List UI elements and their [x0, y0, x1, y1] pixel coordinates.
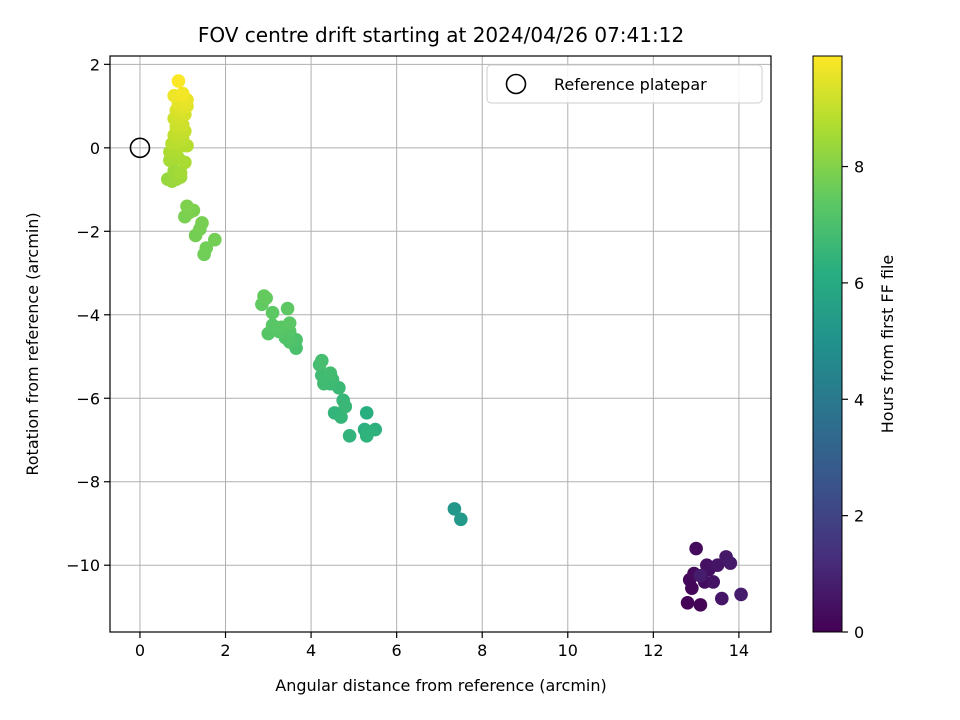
data-point	[454, 512, 468, 527]
data-point	[173, 166, 188, 180]
colorbar-gradient	[812, 55, 843, 633]
y-tick-label: −2	[76, 222, 100, 241]
chart-title: FOV centre drift starting at 2024/04/26 …	[198, 23, 684, 47]
axes-frame	[109, 55, 772, 633]
x-tick-label: 6	[392, 641, 402, 660]
colorbar-ticks: 0 2 4 6 8	[842, 158, 864, 642]
data-point	[706, 575, 721, 589]
data-point	[280, 301, 295, 316]
data-point	[710, 558, 725, 573]
x-tick-label: 14	[729, 641, 749, 660]
data-point	[171, 74, 186, 88]
colorbar-tick-label: 2	[854, 507, 864, 526]
legend-box	[486, 64, 763, 104]
data-point	[257, 289, 271, 303]
data-point	[680, 595, 695, 610]
data-point	[342, 429, 357, 443]
y-axis-label: Rotation from reference (arcmin)	[23, 212, 42, 475]
data-point	[689, 541, 703, 556]
x-axis-label: Angular distance from reference (arcmin)	[275, 676, 606, 695]
y-tick-label: −4	[76, 306, 100, 325]
x-tick-label: 4	[306, 641, 316, 660]
x-tick-label: 12	[643, 641, 663, 660]
data-points	[160, 74, 748, 612]
y-tick-label: −8	[76, 473, 100, 492]
y-tick-label: 2	[90, 55, 100, 74]
x-tick-label: 2	[220, 641, 230, 660]
data-point	[359, 406, 374, 420]
colorbar-tick-label: 6	[854, 274, 864, 293]
data-point	[693, 598, 708, 612]
legend-marker-icon	[505, 73, 527, 95]
data-point	[175, 86, 190, 101]
data-point	[314, 353, 329, 368]
data-point	[178, 155, 192, 170]
x-tick-label: 0	[135, 641, 145, 660]
colorbar: 0 2 4 6 8 Hours from first FF file	[812, 55, 897, 642]
x-axis-ticks: 0 2 4 6 8 10 12 14	[135, 632, 749, 660]
x-tick-label: 10	[558, 641, 578, 660]
legend-label: Reference platepar	[554, 75, 707, 94]
data-point	[180, 199, 194, 214]
y-tick-label: −10	[66, 556, 100, 575]
data-point	[693, 568, 708, 583]
data-point	[700, 558, 714, 573]
y-tick-label: −6	[76, 389, 100, 408]
y-axis-ticks: 2 0 −2 −4 −6 −8 −10	[66, 55, 110, 575]
colorbar-tick-label: 0	[854, 623, 864, 642]
reference-platepar-marker	[129, 137, 151, 159]
data-point	[714, 591, 729, 606]
data-point	[334, 410, 348, 424]
data-point	[359, 429, 374, 443]
data-point	[195, 216, 209, 230]
data-point	[265, 305, 280, 320]
data-point	[723, 556, 738, 570]
colorbar-tick-label: 8	[854, 158, 864, 177]
data-point	[208, 232, 222, 247]
data-point	[447, 502, 462, 516]
colorbar-tick-label: 4	[854, 390, 864, 409]
y-tick-label: 0	[90, 139, 100, 158]
colorbar-label: Hours from first FF file	[878, 255, 897, 434]
data-point	[199, 241, 214, 255]
grid	[110, 56, 771, 632]
x-tick-label: 8	[477, 641, 487, 660]
data-point	[323, 366, 338, 381]
data-point	[338, 399, 353, 414]
data-point	[734, 587, 748, 602]
data-point	[282, 316, 297, 330]
legend: Reference platepar	[486, 64, 763, 104]
